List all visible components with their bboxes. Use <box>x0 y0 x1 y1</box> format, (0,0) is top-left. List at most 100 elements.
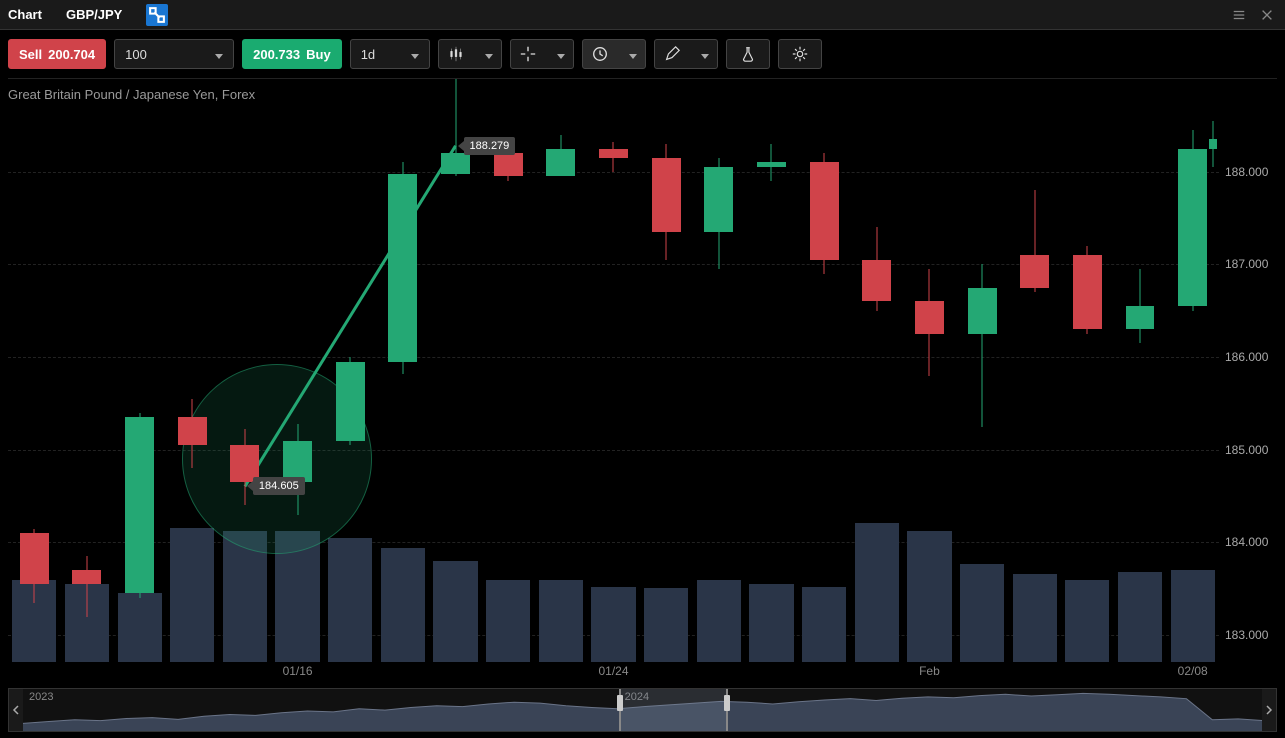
candle[interactable] <box>704 79 733 663</box>
candle[interactable] <box>388 79 417 663</box>
candle[interactable] <box>178 79 207 663</box>
candle-body <box>1126 306 1155 329</box>
navigator-handle-right[interactable] <box>724 695 730 711</box>
candlestick-icon <box>447 45 465 63</box>
chevron-down-icon <box>411 47 419 62</box>
candle[interactable] <box>599 79 628 663</box>
scroll-right-button[interactable] <box>1262 689 1276 731</box>
candle[interactable] <box>1209 79 1217 663</box>
candle-body <box>178 417 207 445</box>
toolbar: Sell 200.704 100 200.733 Buy 1d <box>0 30 1285 78</box>
price-tag[interactable]: 184.605 <box>253 477 305 495</box>
candle-body <box>125 417 154 593</box>
yaxis-label: 187.000 <box>1225 257 1268 271</box>
candle-body <box>494 153 523 176</box>
instrument-pair[interactable]: GBP/JPY <box>66 7 122 22</box>
candle-body <box>336 362 365 441</box>
link-chart-icon[interactable] <box>146 4 168 26</box>
candle-body <box>757 162 786 167</box>
pencil-icon <box>663 45 681 63</box>
candle[interactable] <box>72 79 101 663</box>
candle[interactable] <box>810 79 839 663</box>
chart-area[interactable]: Great Britain Pound / Japanese Yen, Fore… <box>8 78 1277 682</box>
candle-body <box>20 533 49 584</box>
triangle-icon <box>247 481 253 491</box>
xaxis-label: 01/24 <box>598 664 628 678</box>
candle-body <box>915 301 944 333</box>
candle[interactable] <box>862 79 891 663</box>
candle[interactable] <box>20 79 49 663</box>
buy-button[interactable]: 200.733 Buy <box>242 39 342 69</box>
candle-body <box>968 288 997 334</box>
candle[interactable] <box>441 79 470 663</box>
titlebar: Chart GBP/JPY <box>0 0 1285 30</box>
chevron-down-icon <box>557 47 565 62</box>
scroll-left-button[interactable] <box>9 689 23 731</box>
candle-body <box>810 162 839 259</box>
candle-body <box>72 570 101 584</box>
yaxis-label: 183.000 <box>1225 628 1268 642</box>
candle-wick <box>86 556 87 616</box>
candle-body <box>652 158 681 232</box>
candle[interactable] <box>494 79 523 663</box>
xaxis-label: Feb <box>919 664 940 678</box>
quantity-select[interactable]: 100 <box>114 39 234 69</box>
buy-label: Buy <box>306 47 331 62</box>
settings-button[interactable] <box>778 39 822 69</box>
price-axis[interactable]: 183.000184.000185.000186.000187.000188.0… <box>1219 79 1277 662</box>
crosshair-select[interactable] <box>510 39 574 69</box>
candle-body <box>388 174 417 362</box>
yaxis-label: 184.000 <box>1225 535 1268 549</box>
chevron-down-icon <box>215 47 223 62</box>
candle-body <box>862 260 891 302</box>
panel-title: Chart <box>8 7 42 22</box>
candle[interactable] <box>652 79 681 663</box>
menu-icon[interactable] <box>1229 5 1249 25</box>
candle[interactable] <box>336 79 365 663</box>
timeframe-value: 1d <box>361 47 375 62</box>
candle[interactable] <box>1073 79 1102 663</box>
candle[interactable] <box>1126 79 1155 663</box>
time-axis[interactable]: 01/1601/24Feb02/08 <box>8 662 1219 682</box>
close-icon[interactable] <box>1257 5 1277 25</box>
indicators-button[interactable] <box>726 39 770 69</box>
candle[interactable] <box>1178 79 1207 663</box>
chevron-down-icon <box>701 47 709 62</box>
candle[interactable] <box>757 79 786 663</box>
candle-body <box>441 153 470 173</box>
sell-button[interactable]: Sell 200.704 <box>8 39 106 69</box>
candle-body <box>704 167 733 232</box>
yaxis-label: 188.000 <box>1225 165 1268 179</box>
candle[interactable] <box>915 79 944 663</box>
timeframe-select[interactable]: 1d <box>350 39 430 69</box>
candle-body <box>283 441 312 483</box>
time-zone-select[interactable] <box>582 39 646 69</box>
candle[interactable] <box>1020 79 1049 663</box>
chart-type-select[interactable] <box>438 39 502 69</box>
price-plot[interactable]: 184.605 188.279 <box>8 79 1219 662</box>
gear-icon <box>791 45 809 63</box>
chevron-down-icon <box>629 47 637 62</box>
sell-label: Sell <box>19 47 42 62</box>
candle-body <box>1178 149 1207 307</box>
candle[interactable] <box>125 79 154 663</box>
candle-body <box>546 149 575 177</box>
candle[interactable] <box>283 79 312 663</box>
xaxis-label: 02/08 <box>1178 664 1208 678</box>
navigator-handle-left[interactable] <box>617 695 623 711</box>
buy-price: 200.733 <box>253 47 300 62</box>
clock-icon <box>591 45 609 63</box>
candle-body <box>1020 255 1049 287</box>
time-navigator[interactable]: 2023 2024 <box>8 688 1277 732</box>
price-tag[interactable]: 188.279 <box>464 137 516 155</box>
yaxis-label: 186.000 <box>1225 350 1268 364</box>
candle[interactable] <box>546 79 575 663</box>
triangle-icon <box>458 141 464 151</box>
flask-icon <box>739 45 757 63</box>
navigator-track[interactable]: 2023 2024 <box>23 689 1262 731</box>
candle-body <box>599 149 628 158</box>
candle[interactable] <box>230 79 259 663</box>
drawing-tools-select[interactable] <box>654 39 718 69</box>
navigator-window[interactable] <box>619 689 728 731</box>
candle[interactable] <box>968 79 997 663</box>
